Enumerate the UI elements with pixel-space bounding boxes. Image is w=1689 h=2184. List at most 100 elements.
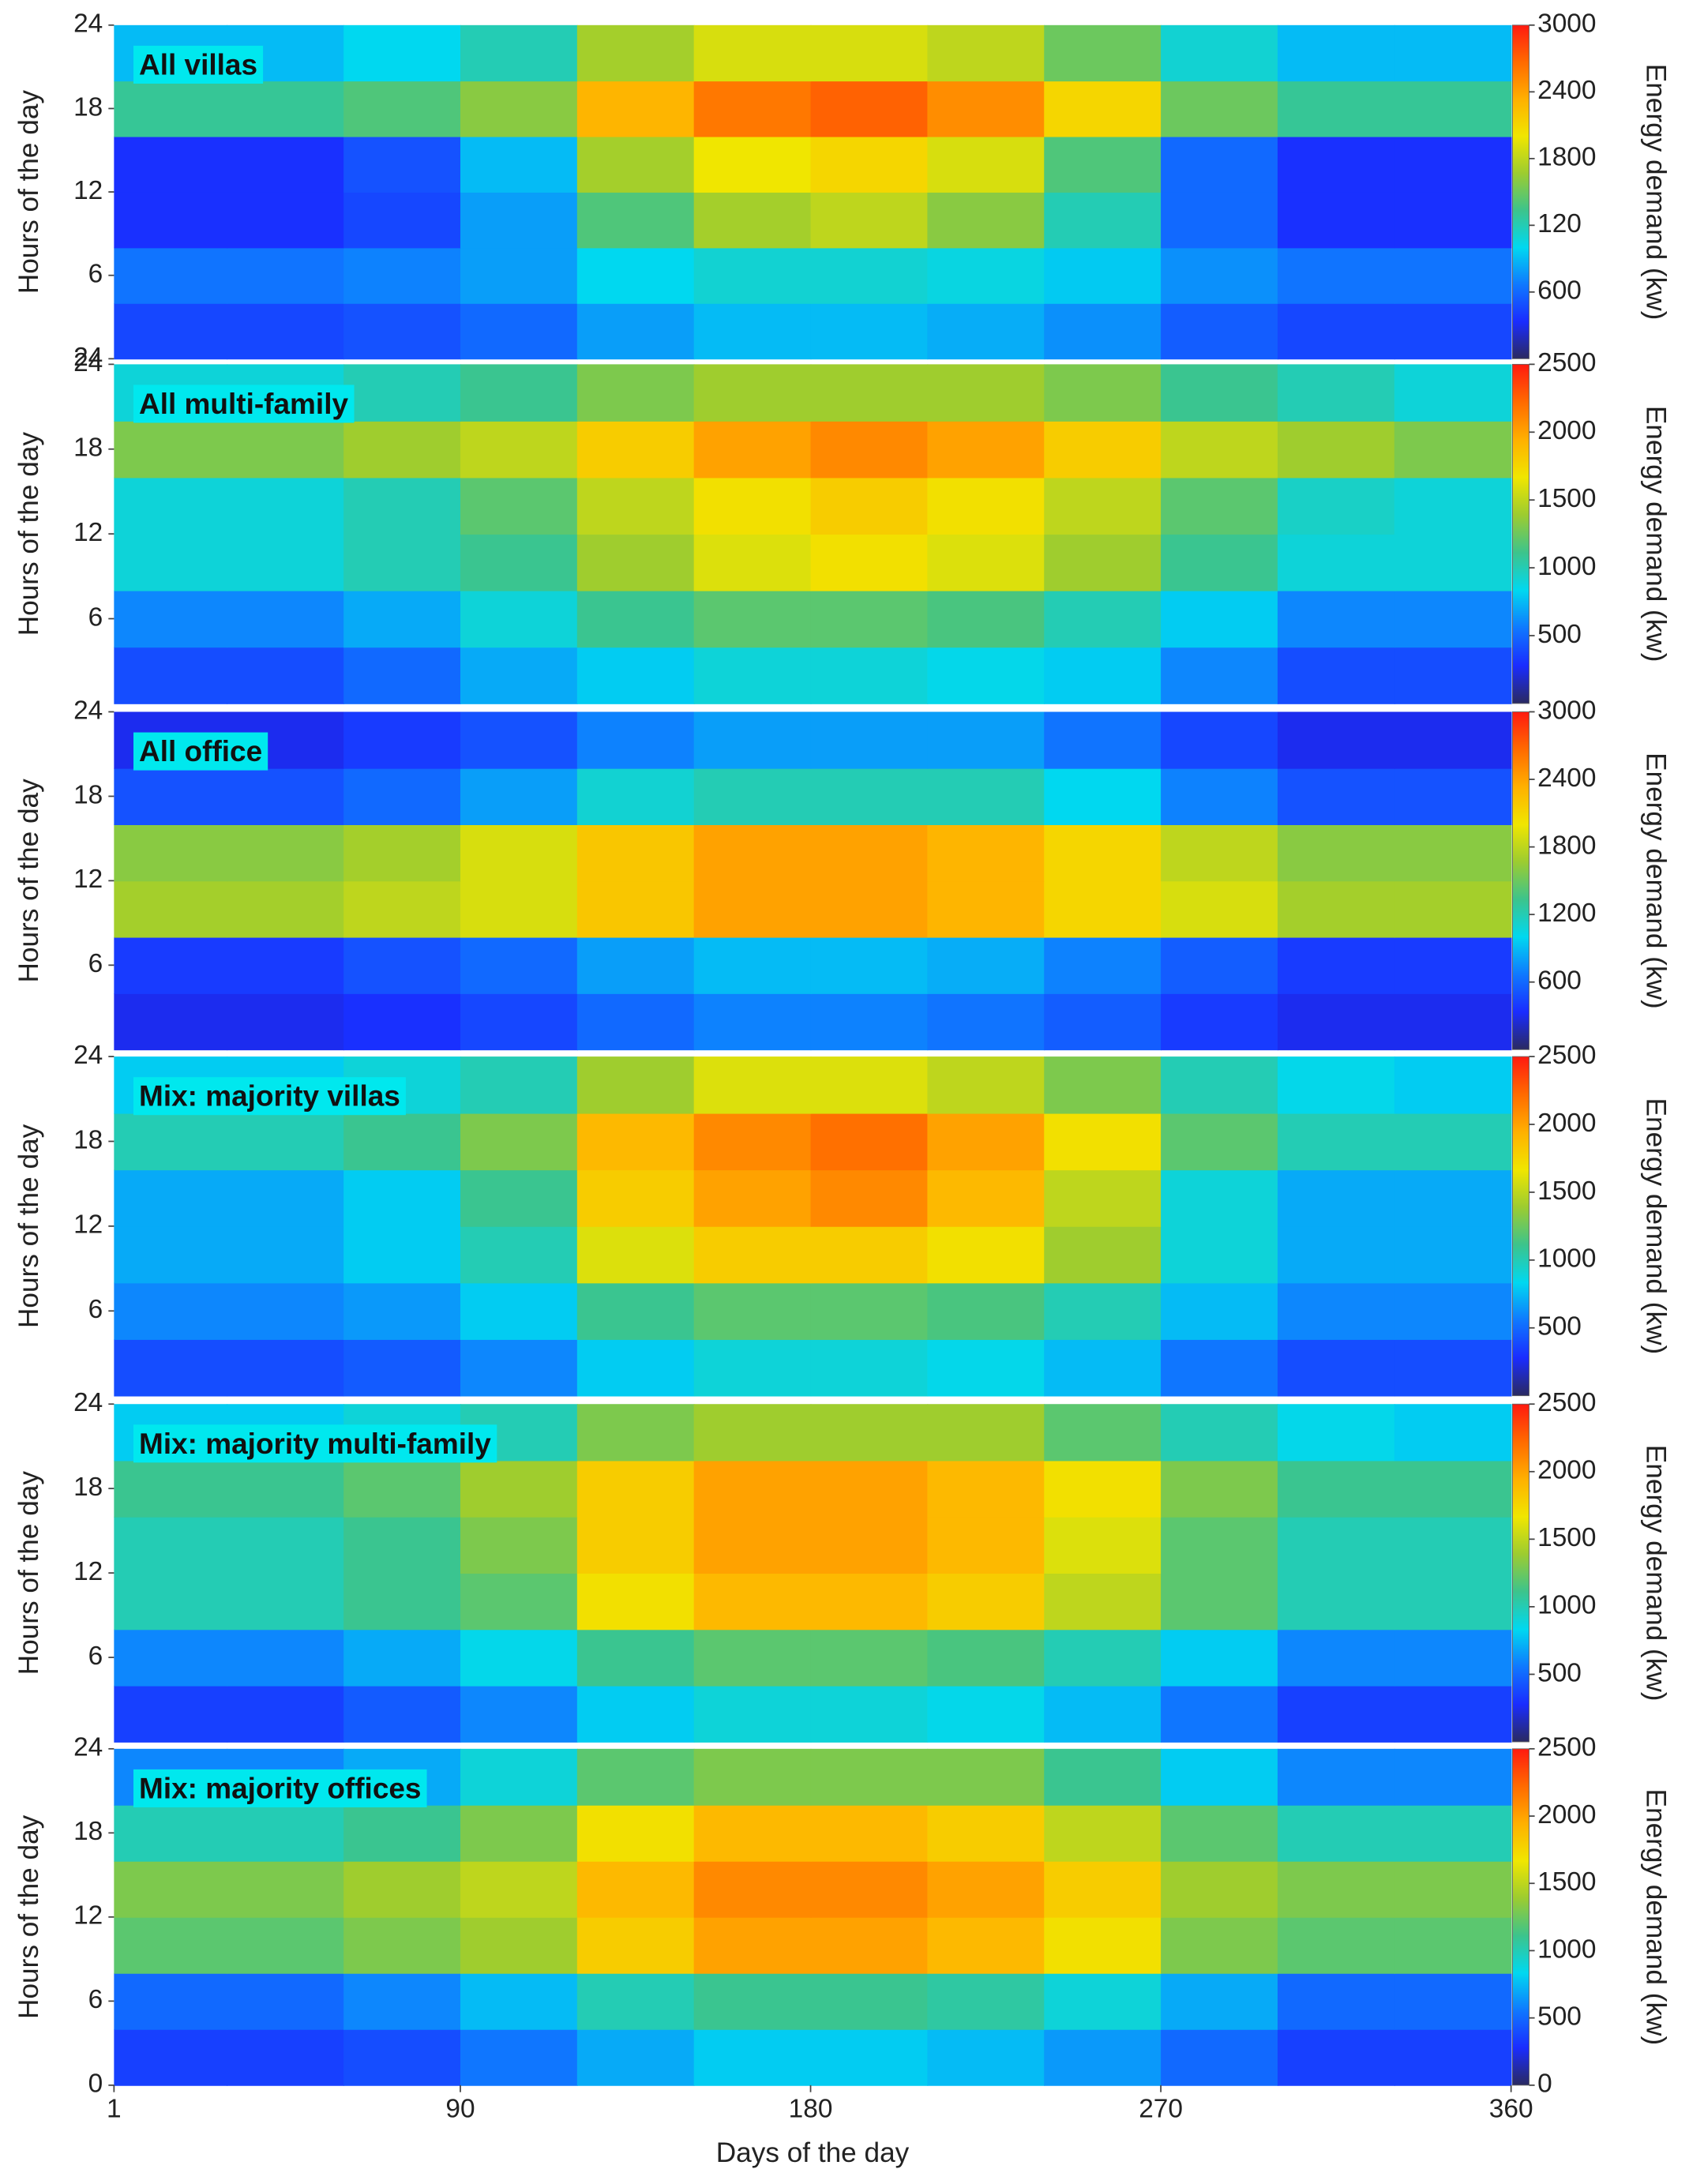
colorbar-tick-label: 1500 bbox=[1537, 1523, 1596, 1552]
heat-cell bbox=[1277, 1460, 1395, 1518]
heat-cell bbox=[227, 1629, 345, 1687]
heat-cell bbox=[227, 1282, 345, 1340]
y-tick-label: 6 bbox=[88, 602, 103, 632]
colorbar-tick-label: 1200 bbox=[1537, 899, 1596, 928]
heat-cell bbox=[1161, 1056, 1278, 1114]
heat-cell bbox=[693, 1225, 812, 1284]
heat-cell bbox=[114, 936, 228, 994]
heat-cell bbox=[693, 647, 812, 704]
heat-cell bbox=[114, 192, 228, 249]
heat-cell bbox=[693, 1916, 812, 1974]
heat-cell bbox=[1044, 824, 1162, 882]
heat-cell bbox=[1277, 192, 1395, 249]
heat-cell bbox=[460, 824, 578, 882]
heat-cell bbox=[343, 1573, 461, 1630]
heat-cell bbox=[576, 993, 695, 1051]
heat-cell bbox=[1161, 364, 1278, 422]
heat-cell bbox=[227, 534, 345, 591]
heat-cell bbox=[1044, 880, 1162, 938]
heat-cell bbox=[927, 1804, 1045, 1862]
y-axis-title: Hours of the day bbox=[13, 1471, 44, 1676]
heat-cell bbox=[227, 1972, 345, 2030]
heat-cell bbox=[810, 477, 929, 535]
heat-cell bbox=[810, 1972, 929, 2030]
heat-cell bbox=[810, 534, 929, 591]
heat-cell bbox=[1161, 24, 1278, 82]
heat-cell bbox=[1044, 136, 1162, 193]
heat-cell bbox=[1394, 192, 1512, 249]
heat-cell bbox=[810, 420, 929, 478]
colorbar-tick-label: 1500 bbox=[1537, 1176, 1596, 1206]
heat-cell bbox=[1044, 1339, 1162, 1397]
colorbar bbox=[1511, 1056, 1529, 1397]
y-axis-title: Hours of the day bbox=[13, 1124, 44, 1328]
heat-cell bbox=[114, 81, 228, 137]
heat-cell bbox=[693, 936, 812, 994]
heat-cell bbox=[1277, 647, 1395, 704]
heat-cell bbox=[1394, 24, 1512, 82]
heat-cell bbox=[460, 247, 578, 304]
heat-cell bbox=[1161, 1972, 1278, 2030]
heat-cell bbox=[343, 824, 461, 882]
heat-cell bbox=[693, 302, 812, 360]
heat-cell bbox=[576, 1404, 695, 1462]
heat-cell bbox=[576, 1748, 695, 1806]
heat-cell bbox=[810, 880, 929, 938]
colorbar bbox=[1511, 24, 1529, 359]
heat-cell bbox=[927, 1748, 1045, 1806]
colorbar-title: Energy demand (kw) bbox=[1641, 1789, 1672, 2046]
heat-cell bbox=[1161, 1916, 1278, 1974]
heat-cell bbox=[576, 1916, 695, 1974]
heat-cell bbox=[114, 767, 228, 825]
heat-cell bbox=[1044, 590, 1162, 648]
heat-cell bbox=[927, 1056, 1045, 1114]
heat-cell bbox=[1277, 136, 1395, 193]
heat-cell bbox=[810, 1629, 929, 1687]
heat-cell bbox=[1394, 1573, 1512, 1630]
heat-cell bbox=[576, 192, 695, 249]
heat-cell bbox=[810, 192, 929, 249]
heat-cell bbox=[460, 1972, 578, 2030]
heat-cell bbox=[576, 1225, 695, 1284]
colorbar-tick-label: 1500 bbox=[1537, 484, 1596, 513]
heat-cell bbox=[114, 1916, 228, 1974]
heat-cell bbox=[693, 1748, 812, 1806]
heat-cell bbox=[1044, 1629, 1162, 1687]
heat-cell bbox=[460, 993, 578, 1051]
heat-cell bbox=[1044, 1056, 1162, 1114]
heat-cell bbox=[114, 590, 228, 648]
heat-cell bbox=[343, 420, 461, 478]
heat-cell bbox=[576, 302, 695, 360]
heat-cell bbox=[114, 647, 228, 704]
heat-cell bbox=[1044, 647, 1162, 704]
heat-cell bbox=[343, 590, 461, 648]
heat-cell bbox=[576, 824, 695, 882]
heat-cell bbox=[693, 1972, 812, 2030]
heat-cell bbox=[460, 81, 578, 137]
heat-cell bbox=[227, 1113, 345, 1171]
heat-cell bbox=[810, 590, 929, 648]
heat-cell bbox=[927, 1282, 1045, 1340]
panel-title: Mix: majority villas bbox=[139, 1080, 400, 1113]
heat-cell bbox=[576, 1804, 695, 1862]
heat-cell bbox=[693, 880, 812, 938]
heat-cell bbox=[1044, 1516, 1162, 1574]
heat-cell bbox=[1161, 767, 1278, 825]
heat-cell bbox=[343, 247, 461, 304]
y-tick-label: 24 bbox=[73, 1388, 103, 1417]
colorbar-tick-label: 500 bbox=[1537, 1312, 1582, 1342]
heat-cell bbox=[114, 824, 228, 882]
heat-cell bbox=[810, 711, 929, 769]
heat-cell bbox=[1277, 1804, 1395, 1862]
heat-cell bbox=[114, 1972, 228, 2030]
heat-cell bbox=[693, 1804, 812, 1862]
heat-cell bbox=[343, 1282, 461, 1340]
heat-cell bbox=[576, 767, 695, 825]
heat-cell bbox=[693, 2028, 812, 2086]
heat-cell bbox=[1161, 993, 1278, 1051]
colorbar-tick-label: 2000 bbox=[1537, 1109, 1596, 1138]
y-tick-label: 24 bbox=[73, 1041, 103, 1070]
heat-cell bbox=[693, 136, 812, 193]
heat-cell bbox=[576, 1972, 695, 2030]
heat-cell bbox=[1044, 936, 1162, 994]
